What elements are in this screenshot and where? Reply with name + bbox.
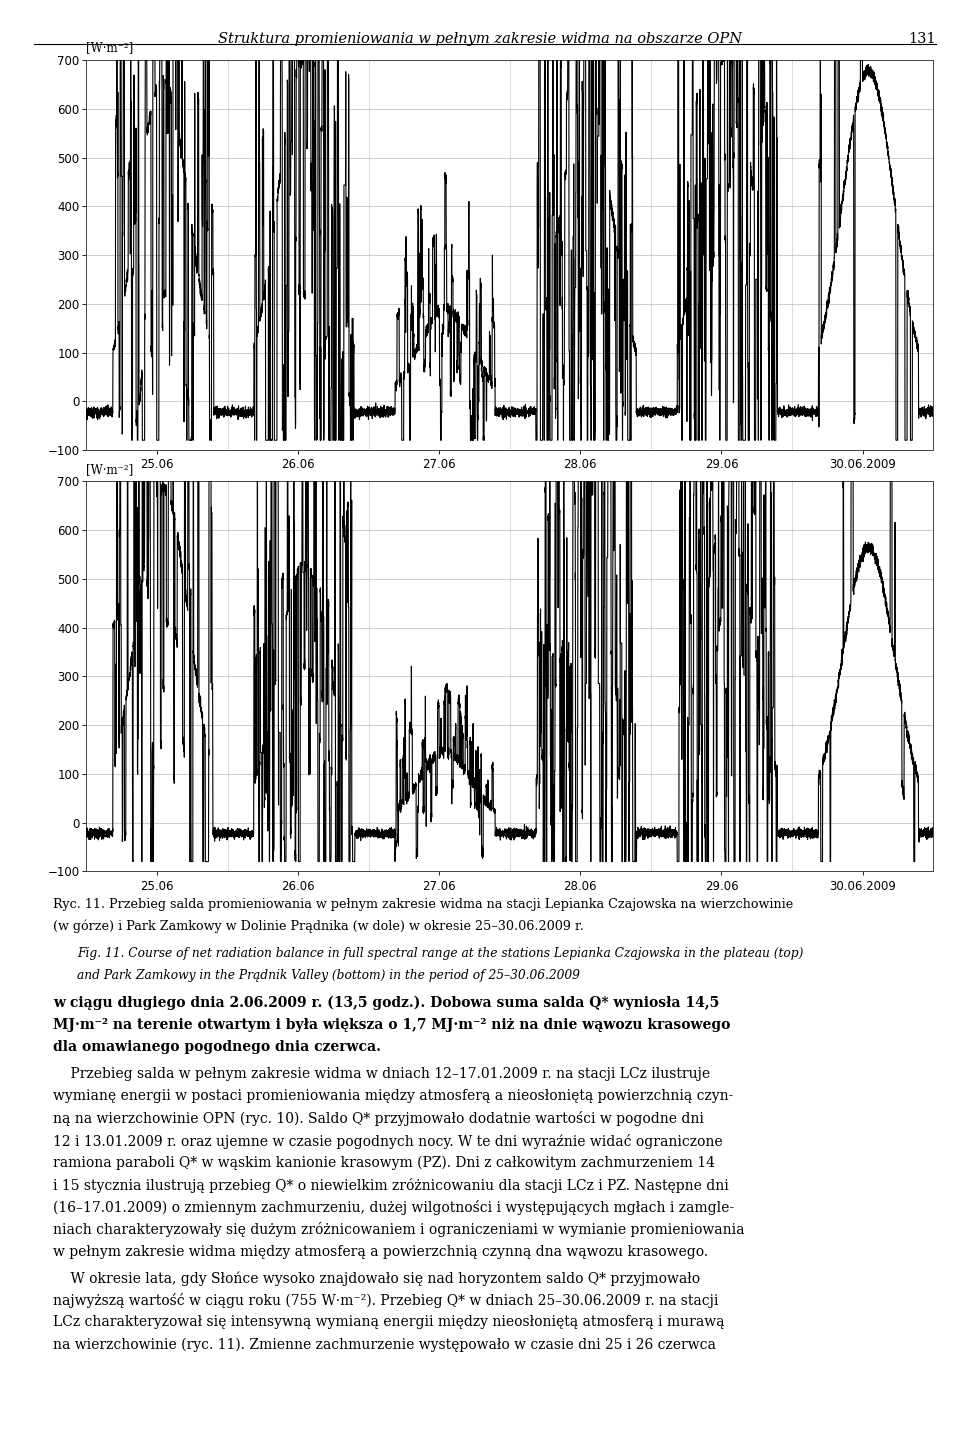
- Text: Fig. 11. Course of net radiation balance in full spectral range at the stations : Fig. 11. Course of net radiation balance…: [77, 947, 804, 960]
- Text: 12 i 13.01.2009 r. oraz ujemne w czasie pogodnych nocy. W te dni wyraźnie widać : 12 i 13.01.2009 r. oraz ujemne w czasie …: [53, 1134, 723, 1148]
- Text: ramiona paraboli Q* w wąskim kanionie krasowym (PZ). Dni z całkowitym zachmurzen: ramiona paraboli Q* w wąskim kanionie kr…: [53, 1156, 715, 1171]
- Text: Ryc. 11. Przebieg salda promieniowania w pełnym zakresie widma na stacji Lepiank: Ryc. 11. Przebieg salda promieniowania w…: [53, 898, 793, 911]
- Text: niach charakteryzowały się dużym zróżnicowaniem i ograniczeniami w wymianie prom: niach charakteryzowały się dużym zróżnic…: [53, 1222, 744, 1237]
- Text: w ciągu długiego dnia 2.06.2009 r. (13,5 godz.). Dobowa suma salda Q* wyniosła 1: w ciągu długiego dnia 2.06.2009 r. (13,5…: [53, 996, 719, 1010]
- Text: MJ·m⁻² na terenie otwartym i była większa o 1,7 MJ·m⁻² niż na dnie wąwozu krasow: MJ·m⁻² na terenie otwartym i była większ…: [53, 1017, 731, 1032]
- Text: Przebieg salda w pełnym zakresie widma w dniach 12–17.01.2009 r. na stacji LCz i: Przebieg salda w pełnym zakresie widma w…: [53, 1068, 710, 1080]
- Text: na wierzchowinie (ryc. 11). Zmienne zachmurzenie występowało w czasie dni 25 i 2: na wierzchowinie (ryc. 11). Zmienne zach…: [53, 1338, 715, 1353]
- Text: i 15 stycznia ilustrują przebieg Q* o niewielkim zróżnicowaniu dla stacji LCz i : i 15 stycznia ilustrują przebieg Q* o ni…: [53, 1178, 729, 1192]
- Text: ną na wierzchowinie OPN (ryc. 10). Saldo Q* przyjmowało dodatnie wartości w pogo: ną na wierzchowinie OPN (ryc. 10). Saldo…: [53, 1112, 704, 1126]
- Text: W okresie lata, gdy Słońce wysoko znajdowało się nad horyzontem saldo Q* przyjmo: W okresie lata, gdy Słońce wysoko znajdo…: [53, 1271, 700, 1285]
- Text: 131: 131: [908, 32, 936, 46]
- Text: dla omawianego pogodnego dnia czerwca.: dla omawianego pogodnego dnia czerwca.: [53, 1040, 381, 1055]
- Text: [W·m⁻²]: [W·m⁻²]: [86, 463, 133, 476]
- Text: [W·m⁻²]: [W·m⁻²]: [86, 42, 133, 54]
- Text: (16–17.01.2009) o zmiennym zachmurzeniu, dużej wilgotności i występujących mgłac: (16–17.01.2009) o zmiennym zachmurzeniu,…: [53, 1201, 734, 1215]
- Text: LCz charakteryzował się intensywną wymianą energii między nieosłoniętą atmosferą: LCz charakteryzował się intensywną wymia…: [53, 1315, 724, 1330]
- Text: Struktura promieniowania w pełnym zakresie widma na obszarze OPN: Struktura promieniowania w pełnym zakres…: [218, 32, 742, 46]
- Text: najwyższą wartość w ciągu roku (755 W·m⁻²). Przebieg Q* w dniach 25–30.06.2009 r: najwyższą wartość w ciągu roku (755 W·m⁻…: [53, 1294, 718, 1308]
- Text: wymianę energii w postaci promieniowania między atmosferą a nieosłoniętą powierz: wymianę energii w postaci promieniowania…: [53, 1089, 733, 1103]
- Text: w pełnym zakresie widma między atmosferą a powierzchnią czynną dna wąwozu krasow: w pełnym zakresie widma między atmosferą…: [53, 1245, 708, 1258]
- Text: (w górze) i Park Zamkowy w Dolinie Prądnika (w dole) w okresie 25–30.06.2009 r.: (w górze) i Park Zamkowy w Dolinie Prądn…: [53, 920, 584, 933]
- Text: and Park Zamkowy in the Prądnik Valley (bottom) in the period of 25–30.06.2009: and Park Zamkowy in the Prądnik Valley (…: [77, 969, 580, 982]
